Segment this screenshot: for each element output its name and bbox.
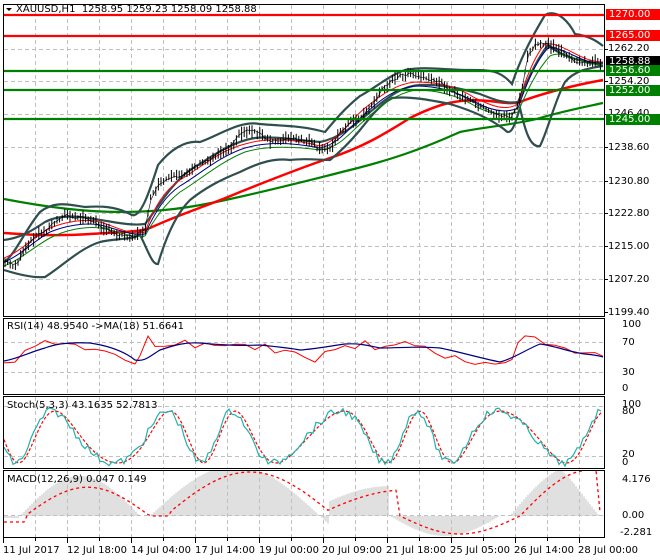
bollinger-lower — [4, 64, 604, 279]
time-label: 26 Jul 14:00 — [514, 545, 574, 556]
time-label: 12 Jul 18:00 — [67, 545, 127, 556]
macd-tick: 4.176 — [622, 474, 651, 485]
level-lines — [4, 13, 604, 121]
stoch-title: Stoch(5,3,3) 43.1635 52.7813 — [7, 400, 158, 411]
bollinger-upper — [4, 12, 604, 263]
ma-inner-red — [4, 43, 604, 259]
rsi-tick: 0 — [622, 383, 629, 394]
level-tag-1270: 1270.00 — [606, 9, 660, 20]
macd-tick: -2.281 — [620, 527, 653, 538]
stoch-tick: 0 — [622, 457, 629, 468]
time-label: 25 Jul 05:00 — [450, 545, 510, 556]
stoch-tick: 80 — [622, 406, 635, 417]
level-tag-1256: 1256.60 — [606, 65, 660, 76]
price-tick: 1207.20 — [608, 274, 650, 285]
price-tick: 1222.80 — [608, 208, 650, 219]
price-tick: 1254.20 — [608, 76, 650, 87]
price-tick: 1246.40 — [608, 108, 649, 119]
stoch-tick: 100 — [622, 399, 642, 410]
macd-title: MACD(12,26,9) 0.047 0.149 — [7, 474, 147, 485]
bollinger-middle — [4, 43, 604, 242]
rsi-title: RSI(14) 48.9540 ->MA(18) 51.6641 — [7, 321, 184, 332]
price-tick: 1230.80 — [608, 176, 650, 187]
macd-panel — [4, 471, 601, 536]
price-bars — [4, 37, 602, 270]
price-panel — [4, 12, 604, 279]
rsi-tick: 30 — [622, 367, 635, 378]
time-label: 11 Jul 2017 — [3, 545, 60, 556]
chart-header: XAUUSD,H1 1258.95 1259.23 1258.09 1258.8… — [16, 4, 257, 16]
collapse-triangle-icon[interactable] — [6, 8, 12, 11]
stoch-main-line — [4, 407, 602, 468]
current-price-tag: 1258.88 — [606, 56, 660, 67]
time-label: 20 Jul 09:00 — [322, 545, 382, 556]
ohlc-values: 1258.95 1259.23 1258.09 1258.88 — [81, 4, 257, 15]
time-label: 28 Jul 00:00 — [578, 545, 638, 556]
rsi-tick: 70 — [622, 337, 635, 348]
rsi-ma-line — [4, 342, 604, 363]
time-label: 19 Jul 00:00 — [259, 545, 319, 556]
time-label: 14 Jul 04:00 — [131, 545, 191, 556]
price-tick: 1215.00 — [608, 241, 650, 252]
rsi-panel — [4, 334, 604, 365]
vertical-grid — [35, 5, 580, 537]
level-tag-1265: 1265.00 — [606, 30, 660, 41]
panel-frames — [3, 4, 605, 538]
level-tag-1245: 1245.00 — [606, 114, 660, 125]
rsi-line — [4, 334, 604, 365]
stoch-panel — [4, 407, 602, 468]
time-label: 21 Jul 18:00 — [386, 545, 446, 556]
level-tag-1252: 1252.00 — [606, 85, 660, 96]
macd-tick: 0.00 — [622, 510, 645, 521]
price-tick: 1238.60 — [608, 142, 650, 153]
rsi-tick: 100 — [622, 319, 642, 330]
price-tick: 1262.20 — [608, 43, 650, 54]
time-label: 17 Jul 14:00 — [195, 545, 255, 556]
price-tick: 1199.40 — [608, 307, 650, 318]
symbol-label: XAUUSD,H1 — [16, 4, 76, 15]
stoch-tick: 20 — [622, 449, 635, 460]
